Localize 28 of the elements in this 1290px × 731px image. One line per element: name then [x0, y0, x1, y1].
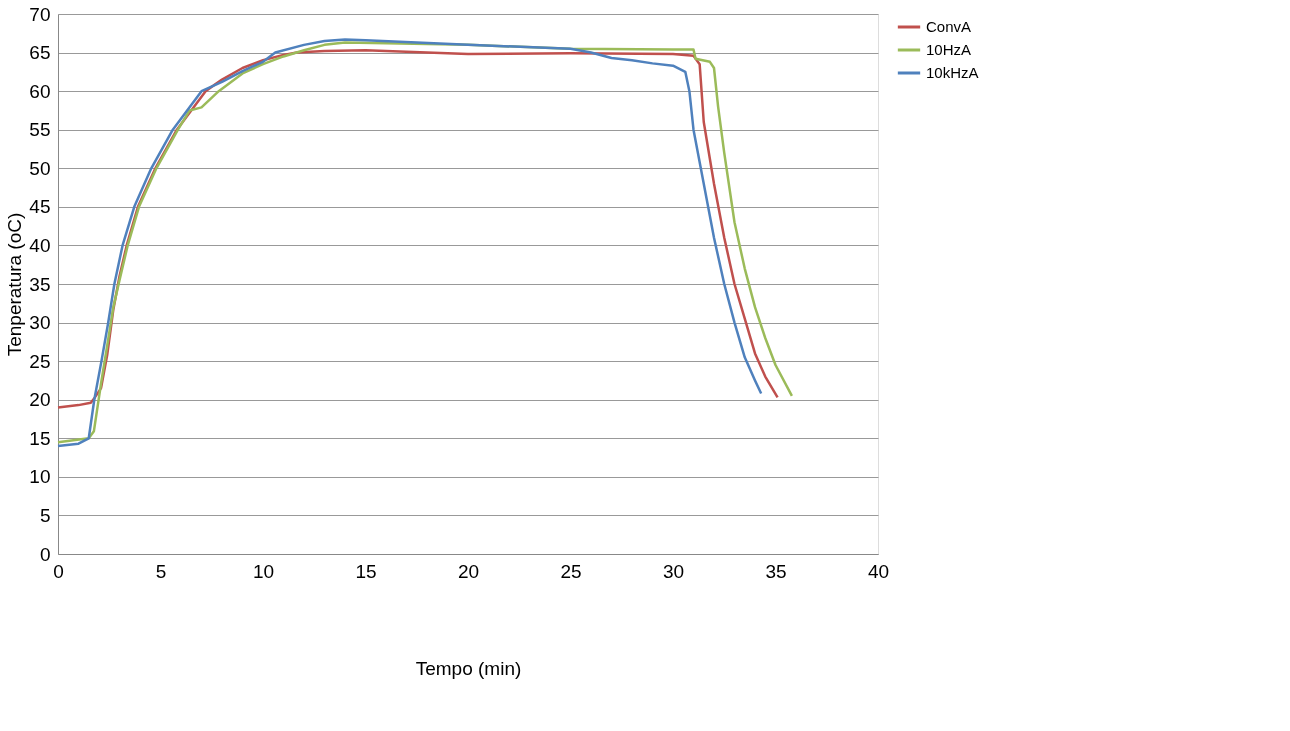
x-tick-label: 30 [662, 560, 685, 582]
y-tick-label: 70 [29, 3, 51, 25]
legend-label: 10HzA [926, 41, 972, 58]
x-tick-label: 10 [252, 560, 275, 582]
y-tick-label: 55 [29, 119, 51, 141]
y-tick-label: 35 [29, 273, 51, 295]
y-tick-label: 0 [39, 543, 51, 565]
y-tick-label: 5 [39, 504, 51, 526]
y-axis-title: Tenperatura (oC) [4, 212, 26, 357]
x-tick-label: 25 [560, 560, 582, 582]
y-tick-label: 15 [29, 427, 51, 449]
x-tick-label: 35 [765, 560, 787, 582]
y-tick-label: 40 [29, 234, 51, 256]
x-tick-label: 5 [155, 560, 167, 582]
x-tick-label: 20 [457, 560, 480, 582]
y-tick-label: 65 [29, 42, 51, 64]
y-tick-label: 60 [29, 80, 51, 102]
y-tick-label: 50 [29, 157, 51, 179]
y-tick-label: 20 [29, 389, 51, 411]
y-tick-label: 25 [29, 350, 51, 372]
x-axis-title: Tempo (min) [415, 657, 522, 679]
x-tick-label: 40 [867, 560, 890, 582]
y-tick-label: 30 [29, 312, 51, 334]
y-tick-label: 10 [29, 466, 51, 488]
y-tick-label: 45 [29, 196, 51, 218]
legend-label: ConvA [926, 18, 972, 35]
legend-label: 10kHzA [926, 64, 979, 81]
x-tick-label: 15 [355, 560, 377, 582]
